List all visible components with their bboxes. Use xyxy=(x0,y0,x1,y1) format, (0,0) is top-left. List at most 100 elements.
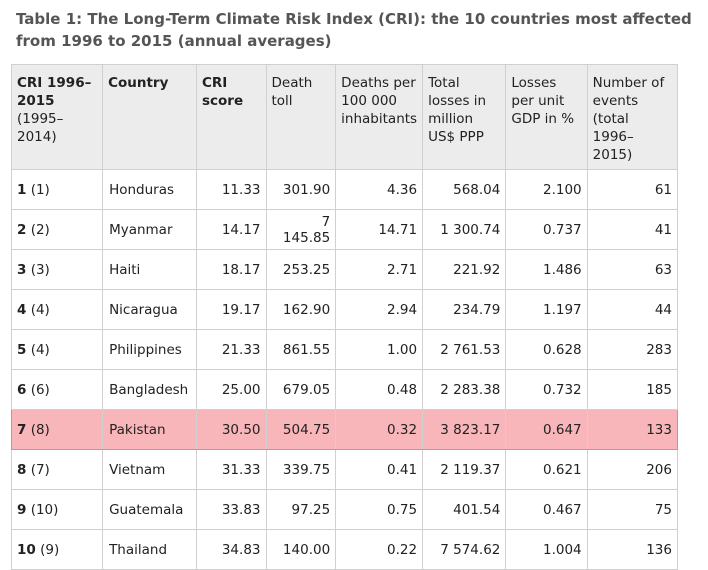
rank-value: 7 xyxy=(17,421,27,438)
cell-death-toll: 140.00 xyxy=(265,529,337,570)
cell-number-of-events: 283 xyxy=(586,329,679,370)
cell-country: Bangladesh xyxy=(102,369,197,410)
table-row: 4 (4) Nicaragua 19.17 162.90 2.94 234.79 1.197… xyxy=(10,289,679,330)
header-deaths-per-100k: Deaths per 100 000 inhabitants xyxy=(335,64,424,170)
cell-number-of-events: 61 xyxy=(586,169,679,210)
table-row: 7 (8) Pakistan 30.50 504.75 0.32 3 823.17 0.64… xyxy=(10,409,679,450)
cell-death-toll: 253.25 xyxy=(265,249,337,290)
cell-rank: 5 (4) xyxy=(10,329,104,370)
cell-total-losses: 1 300.74 xyxy=(422,209,507,250)
cell-losses-per-gdp: 1.486 xyxy=(505,249,588,290)
cell-total-losses: 7 574.62 xyxy=(422,529,507,570)
previous-rank-value: (2) xyxy=(30,221,50,238)
header-losses-per-gdp: Losses per unit GDP in % xyxy=(505,64,588,170)
rank-value: 4 xyxy=(17,301,27,318)
cell-number-of-events: 44 xyxy=(586,289,679,330)
cell-cri-score: 11.33 xyxy=(195,169,267,210)
cell-total-losses: 234.79 xyxy=(422,289,507,330)
cell-number-of-events: 185 xyxy=(586,369,679,410)
rank-value: 8 xyxy=(17,461,27,478)
table-caption: Table 1: The Long-Term Climate Risk Inde… xyxy=(16,10,692,50)
cell-losses-per-gdp: 0.732 xyxy=(505,369,588,410)
cell-deaths-per-100k: 0.22 xyxy=(335,529,424,570)
rank-value: 10 xyxy=(17,541,36,558)
cell-number-of-events: 75 xyxy=(586,489,679,530)
cell-rank: 2 (2) xyxy=(10,209,104,250)
header-total-losses: Total losses in million US$ PPP xyxy=(422,64,507,170)
previous-rank-value: (4) xyxy=(30,301,50,318)
cell-rank: 9 (10) xyxy=(10,489,104,530)
cell-total-losses: 221.92 xyxy=(422,249,507,290)
cell-deaths-per-100k: 0.48 xyxy=(335,369,424,410)
cell-cri-score: 19.17 xyxy=(195,289,267,330)
cell-death-toll: 162.90 xyxy=(265,289,337,330)
table-row: 5 (4) Philippines 21.33 861.55 1.00 2 761.53 0… xyxy=(10,329,679,370)
cell-deaths-per-100k: 14.71 xyxy=(335,209,424,250)
previous-rank-value: (8) xyxy=(30,421,50,438)
cell-total-losses: 3 823.17 xyxy=(422,409,507,450)
cell-total-losses: 2 761.53 xyxy=(422,329,507,370)
cell-country: Nicaragua xyxy=(102,289,197,330)
cell-losses-per-gdp: 0.467 xyxy=(505,489,588,530)
cell-death-toll: 97.25 xyxy=(265,489,337,530)
cell-number-of-events: 133 xyxy=(586,409,679,450)
cell-country: Thailand xyxy=(102,529,197,570)
header-number-of-events: Number of events (total 1996–2015) xyxy=(586,64,679,170)
previous-rank-value: (10) xyxy=(30,501,59,518)
cell-country: Guatemala xyxy=(102,489,197,530)
cell-death-toll: 339.75 xyxy=(265,449,337,490)
cell-losses-per-gdp: 1.004 xyxy=(505,529,588,570)
cell-rank: 6 (6) xyxy=(10,369,104,410)
cell-losses-per-gdp: 1.197 xyxy=(505,289,588,330)
cell-death-toll: 301.90 xyxy=(265,169,337,210)
table-row: 10 (9) Thailand 34.83 140.00 0.22 7 574.62 1.0… xyxy=(10,529,679,570)
header-cri-score-label: CRI score xyxy=(201,75,244,109)
cell-country: Pakistan xyxy=(102,409,197,450)
cell-country: Philippines xyxy=(102,329,197,370)
cell-rank: 8 (7) xyxy=(10,449,104,490)
cell-cri-score: 30.50 xyxy=(195,409,267,450)
table-row: 3 (3) Haiti 18.17 253.25 2.71 221.92 1.486 63 xyxy=(10,249,679,290)
header-cri-rank-sub: (1995–2014) xyxy=(17,111,64,145)
cell-losses-per-gdp: 2.100 xyxy=(505,169,588,210)
header-cri-rank: CRI 1996–2015 (1995–2014) xyxy=(10,64,104,170)
cell-deaths-per-100k: 4.36 xyxy=(335,169,424,210)
header-cri-rank-label: CRI 1996–2015 xyxy=(17,75,92,109)
table-body: 1 (1) Honduras 11.33 301.90 4.36 568.04 2.100 6… xyxy=(10,169,679,570)
cell-total-losses: 2 283.38 xyxy=(422,369,507,410)
climate-risk-table: CRI 1996–2015 (1995–2014) Country CRI sc… xyxy=(10,64,679,570)
cell-death-toll: 7 145.85 xyxy=(265,209,337,250)
cell-rank: 1 (1) xyxy=(10,169,104,210)
cell-total-losses: 2 119.37 xyxy=(422,449,507,490)
previous-rank-value: (3) xyxy=(30,261,50,278)
cell-losses-per-gdp: 0.737 xyxy=(505,209,588,250)
cell-number-of-events: 41 xyxy=(586,209,679,250)
cell-country: Vietnam xyxy=(102,449,197,490)
table-row: 2 (2) Myanmar 14.17 7 145.85 14.71 1 300.74 0.… xyxy=(10,209,679,250)
cell-number-of-events: 136 xyxy=(586,529,679,570)
cell-number-of-events: 63 xyxy=(586,249,679,290)
cell-death-toll: 861.55 xyxy=(265,329,337,370)
cell-rank: 4 (4) xyxy=(10,289,104,330)
header-cri-score: CRI score xyxy=(195,64,267,170)
rank-value: 9 xyxy=(17,501,27,518)
table-row: 8 (7) Vietnam 31.33 339.75 0.41 2 119.37 0.621… xyxy=(10,449,679,490)
header-row: CRI 1996–2015 (1995–2014) Country CRI sc… xyxy=(10,64,679,170)
cell-country: Honduras xyxy=(102,169,197,210)
cell-rank: 3 (3) xyxy=(10,249,104,290)
cell-cri-score: 34.83 xyxy=(195,529,267,570)
cell-country: Haiti xyxy=(102,249,197,290)
table-row: 1 (1) Honduras 11.33 301.90 4.36 568.04 2.100 6… xyxy=(10,169,679,210)
cell-cri-score: 31.33 xyxy=(195,449,267,490)
rank-value: 2 xyxy=(17,221,27,238)
cell-total-losses: 568.04 xyxy=(422,169,507,210)
cell-cri-score: 18.17 xyxy=(195,249,267,290)
table-row: 6 (6) Bangladesh 25.00 679.05 0.48 2 283.38 0.… xyxy=(10,369,679,410)
header-death-toll: Death toll xyxy=(265,64,337,170)
previous-rank-value: (4) xyxy=(30,341,50,358)
cell-deaths-per-100k: 0.75 xyxy=(335,489,424,530)
cell-cri-score: 14.17 xyxy=(195,209,267,250)
cell-cri-score: 25.00 xyxy=(195,369,267,410)
cell-losses-per-gdp: 0.647 xyxy=(505,409,588,450)
cell-cri-score: 33.83 xyxy=(195,489,267,530)
